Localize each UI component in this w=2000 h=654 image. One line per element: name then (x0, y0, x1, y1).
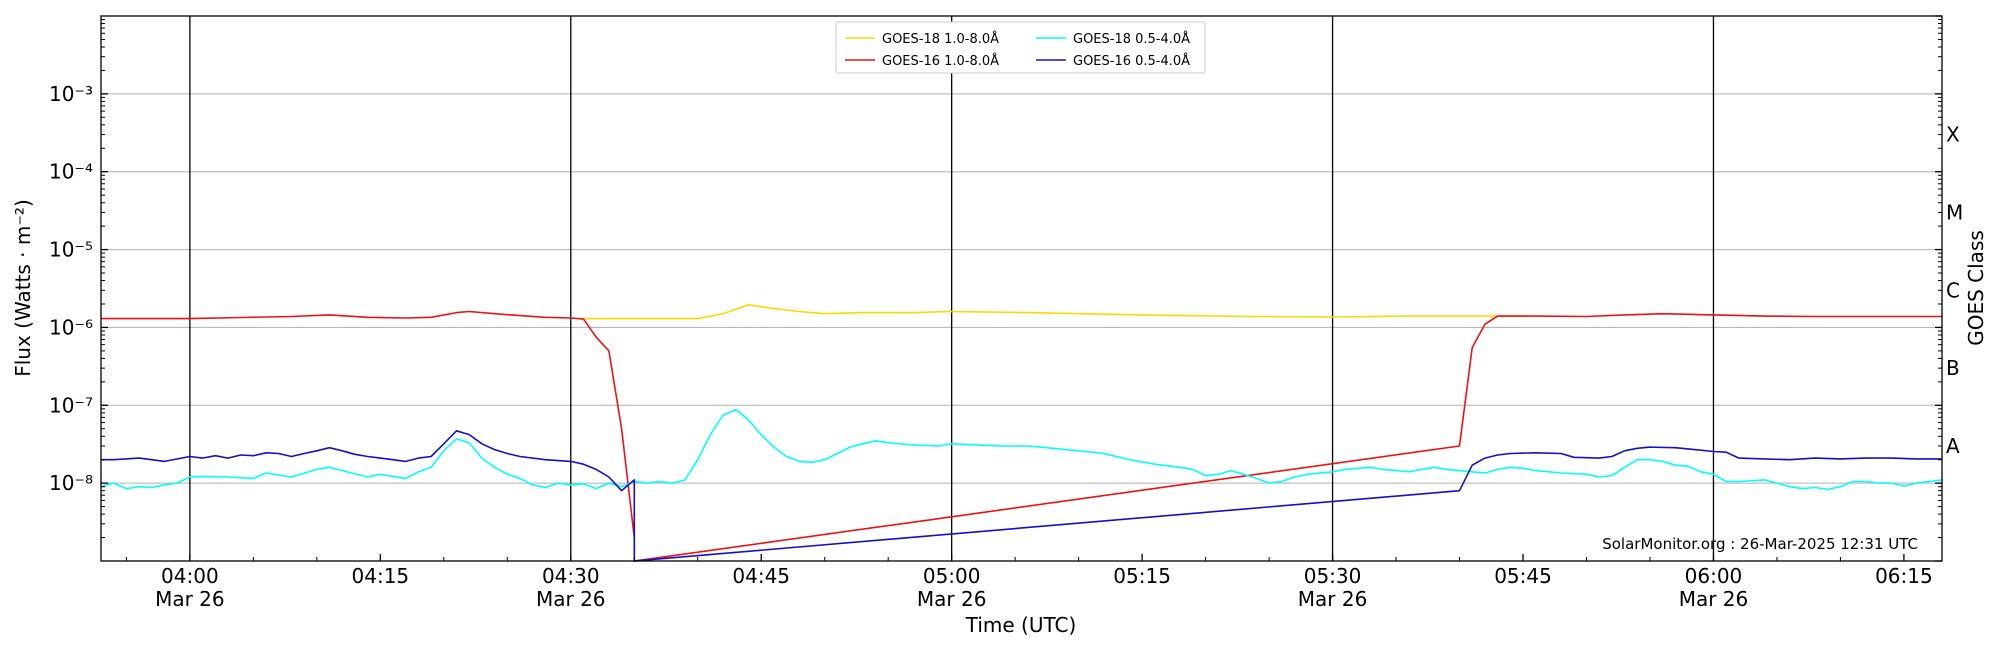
x-axis-title: Time (UTC) (965, 613, 1077, 637)
x-tick-time-label: 04:15 (352, 564, 410, 588)
x-tick-time-label: 04:45 (732, 564, 790, 588)
y-tick-label: 10⁻³ (49, 82, 93, 106)
plot-frame (100, 15, 1943, 562)
goes-class-label: C (1946, 278, 1960, 302)
legend-label: GOES-16 0.5-4.0Å (1073, 53, 1190, 69)
x-tick-date-label: Mar 26 (917, 587, 987, 611)
legend-label: GOES-16 1.0-8.0Å (882, 53, 999, 69)
x-tick-time-label: 05:45 (1494, 564, 1552, 588)
x-tick-time-label: 06:15 (1875, 564, 1933, 588)
series-line-2 (101, 310, 1942, 562)
x-tick-time-label: 05:00 (923, 564, 981, 588)
watermark-annotation: SolarMonitor.org : 26-Mar-2025 12:31 UTC (1602, 535, 1918, 553)
legend: GOES-18 1.0-8.0Å GOES-16 1.0-8.0Å GOES-18 … (835, 21, 1206, 74)
x-tick-time-label: 05:30 (1304, 564, 1362, 588)
x-tick-time-label: 04:30 (542, 564, 600, 588)
y-tick-label: 10⁻⁶ (49, 315, 93, 339)
goes-class-label: X (1946, 123, 1960, 147)
y-tick-label: 10⁻⁷ (49, 393, 93, 417)
goes-class-labels: X M C B A (1946, 123, 1963, 458)
series-line-4 (101, 429, 1942, 562)
y-axis-ticks: 10⁻³ 10⁻⁴ 10⁻⁵ 10⁻⁶ 10⁻⁷ 10⁻⁸ (49, 15, 1942, 562)
goes-class-label: B (1946, 356, 1960, 380)
hour-markers (189, 16, 1715, 561)
x-tick-date-label: Mar 26 (1298, 587, 1368, 611)
legend-label: GOES-18 1.0-8.0Å (882, 31, 999, 47)
series-line-3 (100, 408, 1943, 491)
x-tick-time-label: 05:15 (1113, 564, 1171, 588)
goes-class-label: A (1946, 434, 1960, 458)
series-lines (100, 303, 1943, 562)
legend-box (835, 21, 1206, 74)
x-tick-time-label: 04:00 (161, 564, 219, 588)
x-tick-date-label: Mar 26 (155, 587, 225, 611)
y-tick-label: 10⁻⁴ (49, 160, 93, 184)
x-tick-date-label: Mar 26 (1679, 587, 1749, 611)
gridlines (101, 93, 1942, 484)
y-tick-label: 10⁻⁵ (49, 238, 93, 262)
y-axis-right-title: GOES Class (1964, 230, 1988, 346)
legend-label: GOES-18 0.5-4.0Å (1073, 31, 1190, 47)
goes-class-label: M (1946, 200, 1963, 224)
x-tick-date-label: Mar 26 (536, 587, 606, 611)
x-tick-time-label: 06:00 (1685, 564, 1743, 588)
y-axis-title: Flux (Watts · m⁻²) (11, 199, 35, 377)
series-line-1 (583, 303, 1523, 320)
y-tick-label: 10⁻⁸ (49, 471, 93, 495)
